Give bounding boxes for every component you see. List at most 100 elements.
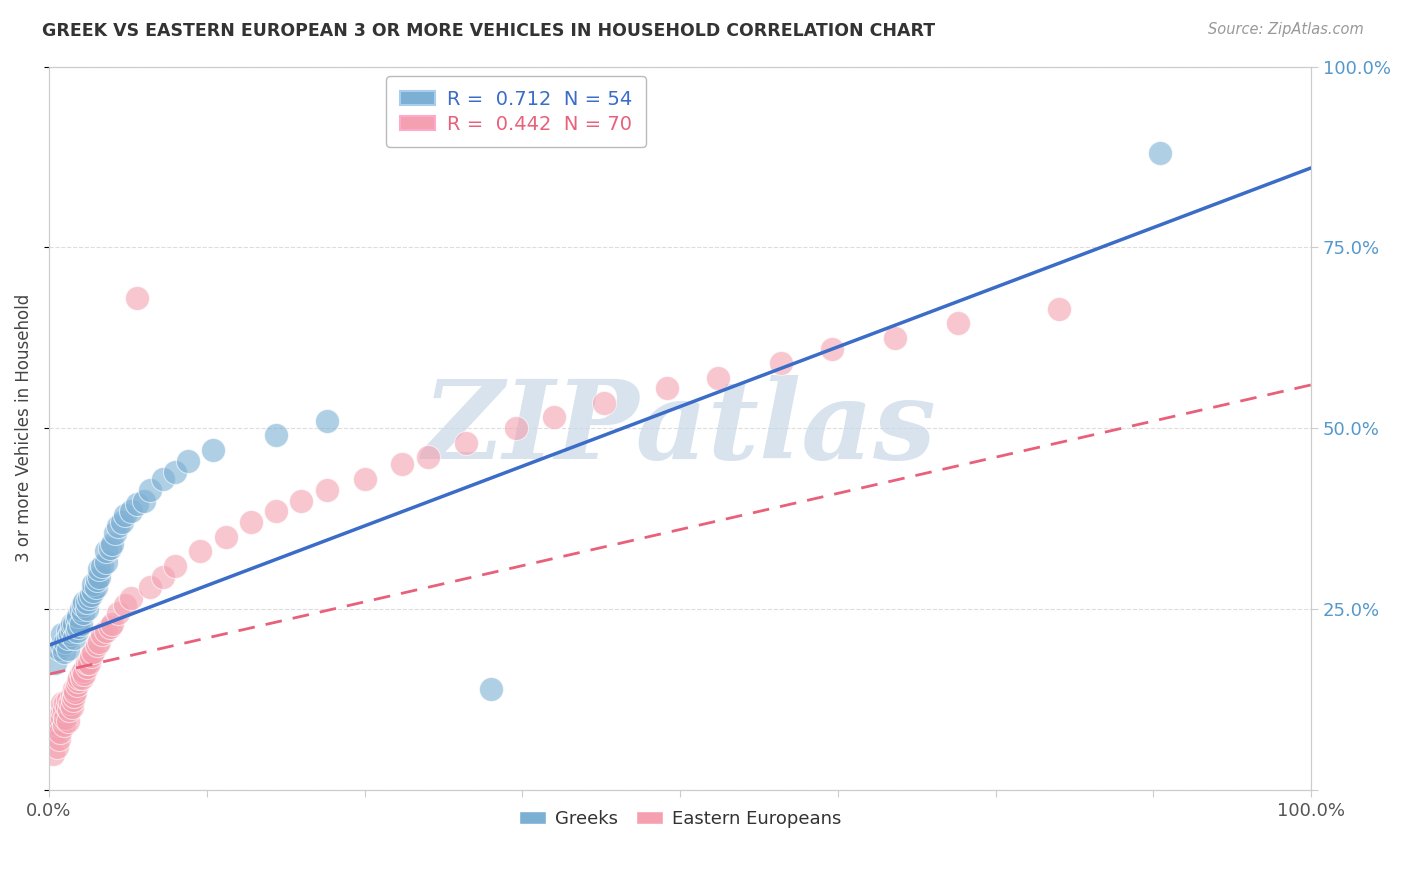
Text: GREEK VS EASTERN EUROPEAN 3 OR MORE VEHICLES IN HOUSEHOLD CORRELATION CHART: GREEK VS EASTERN EUROPEAN 3 OR MORE VEHI… — [42, 22, 935, 40]
Point — [76, 595, 98, 609]
Point — [264, 428, 287, 442]
Point — [114, 599, 136, 613]
Point — [657, 382, 679, 396]
Point — [56, 714, 79, 729]
Legend: Greeks, Eastern Europeans: Greeks, Eastern Europeans — [512, 803, 849, 835]
Point — [353, 472, 375, 486]
Point — [69, 667, 91, 681]
Point — [127, 497, 149, 511]
Point — [58, 703, 80, 717]
Point — [67, 671, 90, 685]
Point — [53, 703, 76, 717]
Point — [72, 606, 94, 620]
Point — [416, 450, 439, 465]
Point — [66, 613, 89, 627]
Point — [165, 465, 187, 479]
Point — [76, 602, 98, 616]
Point — [56, 641, 79, 656]
Point — [51, 710, 73, 724]
Point — [69, 616, 91, 631]
Point — [66, 678, 89, 692]
Point — [44, 725, 66, 739]
Point — [139, 483, 162, 497]
Point — [91, 627, 114, 641]
Point — [315, 414, 337, 428]
Point — [63, 689, 86, 703]
Point — [55, 634, 77, 648]
Point — [82, 576, 104, 591]
Point — [42, 747, 65, 761]
Point — [44, 657, 66, 671]
Point — [239, 516, 262, 530]
Point — [883, 331, 905, 345]
Point — [86, 573, 108, 587]
Point — [46, 718, 69, 732]
Point — [60, 689, 83, 703]
Point — [86, 638, 108, 652]
Point — [101, 616, 124, 631]
Point — [290, 493, 312, 508]
Point — [48, 641, 70, 656]
Point — [820, 342, 842, 356]
Point — [79, 591, 101, 606]
Point — [84, 581, 107, 595]
Point — [73, 595, 96, 609]
Point — [45, 739, 67, 754]
Point — [94, 555, 117, 569]
Point — [82, 584, 104, 599]
Point — [60, 616, 83, 631]
Point — [202, 442, 225, 457]
Point — [62, 692, 84, 706]
Point — [479, 681, 502, 696]
Point — [70, 671, 93, 685]
Point — [165, 558, 187, 573]
Point — [139, 581, 162, 595]
Point — [66, 624, 89, 638]
Point — [120, 591, 142, 606]
Point — [111, 516, 134, 530]
Point — [72, 664, 94, 678]
Point — [127, 291, 149, 305]
Point — [65, 685, 87, 699]
Point — [69, 602, 91, 616]
Point — [51, 627, 73, 641]
Point — [60, 624, 83, 638]
Point — [56, 624, 79, 638]
Point — [55, 699, 77, 714]
Point — [72, 599, 94, 613]
Point — [593, 396, 616, 410]
Point — [53, 645, 76, 659]
Point — [391, 458, 413, 472]
Point — [55, 696, 77, 710]
Point — [315, 483, 337, 497]
Point — [946, 317, 969, 331]
Point — [264, 504, 287, 518]
Point — [79, 649, 101, 664]
Point — [152, 569, 174, 583]
Point — [76, 657, 98, 671]
Point — [98, 620, 121, 634]
Point — [104, 526, 127, 541]
Point — [94, 544, 117, 558]
Point — [66, 674, 89, 689]
Point — [49, 725, 72, 739]
Point — [94, 624, 117, 638]
Point — [63, 631, 86, 645]
Point — [91, 558, 114, 573]
Point — [79, 657, 101, 671]
Point — [152, 472, 174, 486]
Point — [48, 732, 70, 747]
Point — [89, 562, 111, 576]
Point — [66, 620, 89, 634]
Point — [120, 504, 142, 518]
Point — [543, 410, 565, 425]
Point — [59, 627, 82, 641]
Point — [98, 541, 121, 555]
Point — [707, 370, 730, 384]
Point — [51, 696, 73, 710]
Point — [82, 645, 104, 659]
Point — [114, 508, 136, 522]
Text: ZIPatlas: ZIPatlas — [423, 375, 936, 482]
Point — [73, 667, 96, 681]
Text: Source: ZipAtlas.com: Source: ZipAtlas.com — [1208, 22, 1364, 37]
